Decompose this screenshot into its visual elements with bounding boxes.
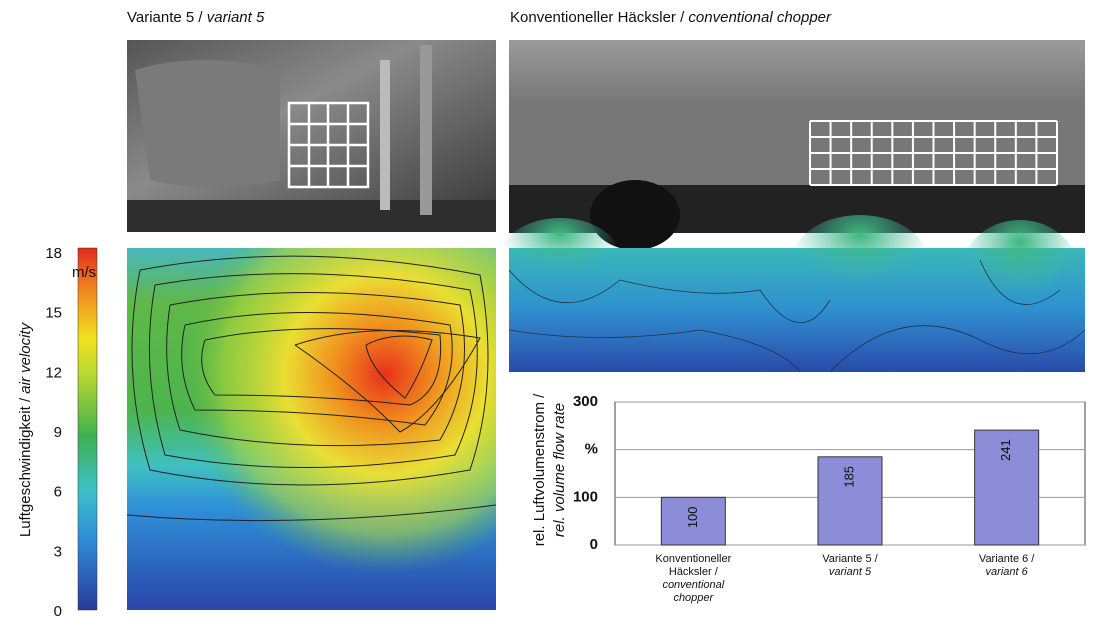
y-tick-label: 300 (573, 393, 598, 410)
figure: Variante 5 / variant 5 Konventioneller H… (0, 0, 1098, 623)
right-contour-map (500, 215, 1085, 372)
category-text-italic: conventional chopper (631, 579, 755, 605)
colorbar-tick-label: 12 (45, 364, 62, 381)
value-label: 185 (841, 466, 856, 488)
x-tick-label: Variante 5 /variant 5 (788, 553, 912, 623)
right-title: Konventioneller Häcksler / conventional … (510, 9, 832, 26)
colorbar-tick-label: 3 (54, 543, 62, 560)
y-tick-label: 0 (590, 536, 598, 553)
y-axis-label: rel. Luftvolumenstrom / (531, 393, 548, 546)
category-text-italic: variant 6 (945, 566, 1069, 579)
colorbar-tick-label: 9 (54, 424, 62, 441)
y-tick-label: 100 (573, 488, 598, 505)
colorbar-title: Luftgeschwindigkeit / air velocity (17, 321, 34, 537)
colorbar-tick-label: 6 (54, 484, 62, 501)
left-title: Variante 5 / variant 5 (127, 9, 265, 26)
left-contour-map (127, 248, 496, 610)
x-tick-label: Konventioneller Häcksler /conventional c… (631, 553, 755, 623)
y-axis-label-italic: rel. volume flow rate (551, 403, 568, 537)
category-text-italic: variant 5 (788, 566, 912, 579)
colorbar-unit: m/s (72, 264, 96, 281)
category-text: Variante 6 / (945, 553, 1069, 566)
category-text: Variante 5 / (788, 553, 912, 566)
category-label: Variante 5 /variant 5 (788, 553, 912, 579)
colorbar-tick-label: 15 (45, 305, 62, 322)
colorbar (78, 248, 97, 610)
right-photo (509, 40, 1085, 250)
value-label: 100 (685, 506, 700, 528)
category-text: Konventioneller Häcksler / (631, 553, 755, 579)
y-tick-label: % (585, 441, 598, 458)
left-photo (127, 40, 496, 232)
colorbar-tick-label: 18 (45, 245, 62, 262)
category-label: Variante 6 /variant 6 (945, 553, 1069, 579)
category-label: Konventioneller Häcksler /conventional c… (631, 553, 755, 605)
x-tick-label: Variante 6 /variant 6 (945, 553, 1069, 623)
value-label: 241 (998, 439, 1013, 461)
colorbar-tick-label: 0 (54, 603, 62, 620)
